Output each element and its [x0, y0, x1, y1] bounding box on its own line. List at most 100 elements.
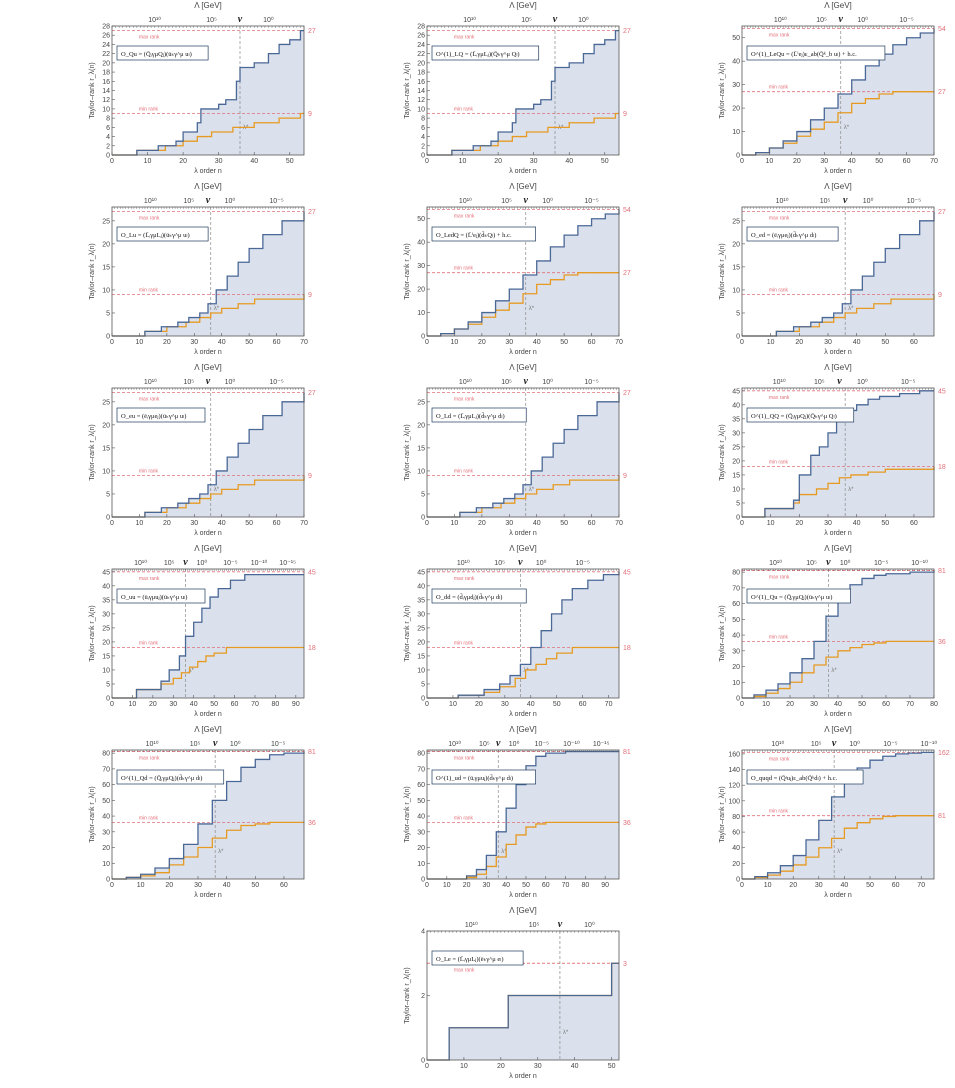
y-tick-label: 10	[417, 667, 425, 674]
y-tick-label: 25	[732, 444, 740, 451]
y-tick-label: 6	[106, 125, 110, 132]
min-rank-series	[112, 475, 305, 518]
top-tick-label: 10⁰	[197, 559, 208, 567]
y-tick-label: 22	[102, 51, 110, 58]
y-tick-label: 10	[417, 106, 425, 113]
x-tick-label: 20	[478, 339, 486, 346]
y-tick-label: 40	[417, 814, 425, 821]
y-tick-label: 15	[102, 445, 110, 452]
x-tick-label: 50	[881, 339, 889, 346]
y-tick-label: 12	[102, 97, 110, 104]
top-tick-label: 10⁵	[479, 741, 490, 748]
top-tick-v-label: v	[843, 195, 848, 206]
operator-label: O_dd = (d̄ᵢγμdⱼ)(d̄ₖγ^μ dₗ)	[436, 594, 502, 601]
top-tick-v-label: v	[826, 557, 831, 568]
y-tick-label: 28	[417, 24, 425, 31]
y-axis-title: Taylor–rank r_λ(n)	[89, 243, 96, 299]
y-tick-label: 70	[102, 766, 110, 773]
lambda-star-text: λ*	[837, 849, 843, 855]
y-tick-label: 20	[417, 422, 425, 429]
x-tick-label: 40	[533, 520, 541, 527]
x-tick-label: 20	[475, 701, 483, 708]
top-axis-title: Λ [GeV]	[194, 1, 222, 10]
x-tick-label: 0	[425, 339, 429, 346]
x-tick-label: 50	[881, 520, 889, 527]
lambda-star-text: λ*	[844, 125, 850, 131]
max-rank-value: 27	[308, 28, 316, 35]
x-tick-label: 10	[764, 882, 772, 889]
y-tick-label: 35	[732, 416, 740, 423]
x-tick-label: 10	[136, 520, 144, 527]
top-tick-label: 10¹⁰	[776, 197, 789, 205]
y-tick-label: 100	[728, 798, 740, 805]
top-tick-label: 10⁵	[501, 379, 512, 386]
rank-area-fill	[427, 209, 619, 336]
y-tick-label: 60	[732, 830, 740, 837]
x-tick-label: 50	[522, 882, 530, 889]
top-tick-label: 10¹⁰	[773, 378, 786, 386]
x-tick-label: 60	[273, 339, 281, 346]
y-tick-label: 30	[732, 430, 740, 437]
x-tick-label: 50	[553, 701, 561, 708]
x-tick-label: 0	[110, 339, 114, 346]
y-axis-title: Taylor–rank r_λ(n)	[404, 62, 411, 118]
x-tick-label: 30	[824, 520, 832, 527]
x-tick-label: 70	[615, 520, 623, 527]
x-tick-label: 0	[110, 520, 114, 527]
x-tick-label: 40	[250, 158, 258, 165]
y-tick-label: 12	[417, 97, 425, 104]
y-tick-label: 18	[102, 70, 110, 77]
operator-label: O^(1)_Qd = (Q̄ᵢγμQⱼ)(d̄ₖγ^μ dₗ)	[121, 775, 202, 782]
top-axis-title: Λ [GeV]	[824, 1, 852, 10]
y-tick-label: 10	[417, 310, 425, 317]
y-axis-title: Taylor–rank r_λ(n)	[404, 605, 411, 661]
top-tick-label: 10⁻⁵	[874, 560, 888, 567]
y-axis-title: Taylor–rank r_λ(n)	[404, 967, 411, 1023]
y-axis-title: Taylor–rank r_λ(n)	[719, 424, 726, 480]
top-tick-label: 10¹⁰	[459, 197, 472, 205]
x-axis-title: λ order n	[194, 711, 222, 718]
y-tick-label: 0	[421, 515, 425, 522]
x-tick-label: 50	[286, 158, 294, 165]
x-tick-label: 40	[834, 701, 842, 708]
y-tick-label: 18	[417, 70, 425, 77]
x-tick-label: 10	[451, 520, 459, 527]
top-tick-label: 10⁰	[863, 197, 874, 205]
rank-area-fill	[742, 570, 934, 698]
min-rank-text: min rank	[454, 815, 474, 821]
y-tick-label: 24	[102, 42, 110, 49]
y-tick-label: 5	[421, 491, 425, 498]
operator-label: O_uu = (ūᵢγμuⱼ)(ūₖγ^μ uₗ)	[121, 594, 187, 601]
operator-label-box	[431, 588, 527, 604]
operator-label-box	[746, 588, 851, 604]
min-rank-value: 9	[308, 111, 312, 118]
max-rank-value: 45	[623, 569, 631, 576]
chart-panel: Λ [GeV] max rank min rank λ* 0 10 20 30 40 50 60 0 1…	[89, 725, 316, 899]
x-tick-label: 30	[501, 701, 509, 708]
top-axis-title: Λ [GeV]	[194, 544, 222, 553]
y-tick-label: 50	[732, 35, 740, 42]
top-tick-label: 10⁻⁵	[269, 198, 283, 205]
x-tick-label: 20	[463, 882, 471, 889]
operator-label-box	[746, 45, 886, 61]
rank-series	[742, 570, 935, 699]
max-rank-value: 54	[623, 207, 631, 214]
max-rank-value: 45	[938, 388, 946, 395]
min-rank-value: 18	[623, 645, 631, 652]
lambda-star-text: λ*	[189, 668, 195, 674]
top-axis-title: Λ [GeV]	[194, 363, 222, 372]
x-axis-title: λ order n	[824, 349, 852, 356]
y-tick-label: 28	[102, 24, 110, 31]
y-tick-label: 2	[421, 143, 425, 150]
operator-label: O_Le = (L̄ᵢγμLⱼ)(ēₖγ^μ eₗ)	[436, 956, 504, 963]
y-tick-label: 20	[102, 639, 110, 646]
x-tick-label: 10	[767, 339, 775, 346]
y-tick-label: 30	[732, 82, 740, 89]
y-tick-label: 26	[102, 33, 110, 40]
min-rank-value: 36	[938, 639, 946, 646]
x-tick-label: 40	[533, 339, 541, 346]
min-rank-series	[742, 640, 934, 699]
top-tick-label: 10⁰	[542, 197, 553, 205]
max-rank-value: 162	[938, 750, 950, 757]
